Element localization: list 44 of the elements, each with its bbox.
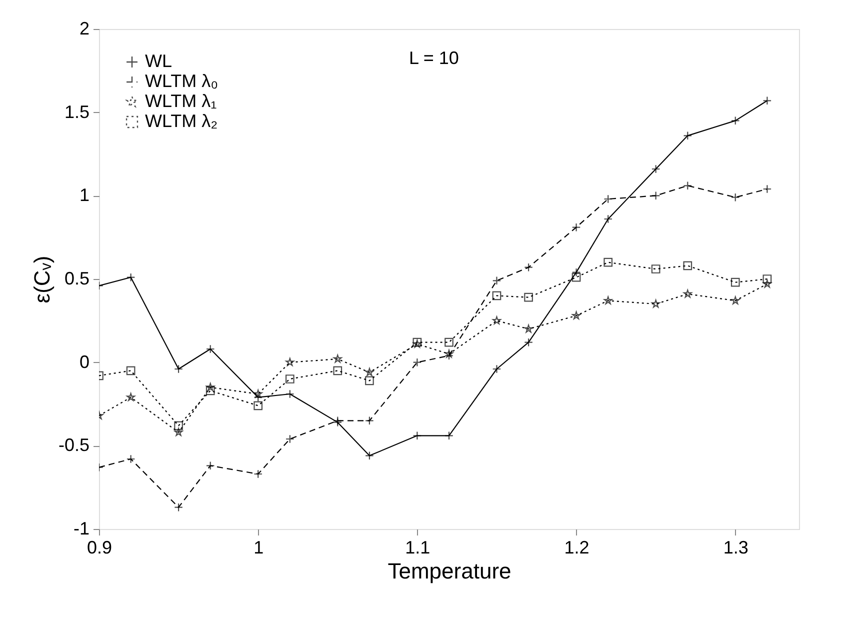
x-tick-label: 1.3 (723, 538, 748, 558)
y-axis-title: ε(Cᵥ) (29, 256, 54, 304)
point (365, 376, 374, 386)
point (731, 296, 740, 304)
legend-label: WLTM λ₁ (145, 91, 217, 111)
y-tick-label: 2 (79, 18, 90, 38)
point (126, 366, 136, 376)
point (285, 374, 294, 384)
x-tick-label: 1 (254, 538, 264, 558)
point (604, 258, 613, 267)
point (206, 382, 215, 392)
legend-label: WLTM λ₂ (145, 111, 218, 131)
x-tick-label: 0.9 (86, 538, 112, 558)
point (286, 358, 294, 366)
x-axis-title: Temperature (388, 558, 512, 584)
y-tick-label: 1.5 (64, 102, 90, 122)
point (365, 368, 374, 376)
point (126, 392, 136, 402)
y-tick-label: -1 (73, 518, 90, 538)
point (604, 296, 612, 304)
y-tick-label: 0 (79, 352, 90, 372)
point (333, 366, 342, 376)
x-tick-label: 1.1 (405, 538, 430, 558)
point (730, 278, 740, 287)
point (492, 291, 502, 300)
annotation: L = 10 (409, 48, 459, 68)
x-tick-label: 1.2 (564, 538, 590, 558)
point (444, 338, 454, 347)
point (174, 421, 183, 430)
point (206, 386, 215, 396)
point (762, 274, 772, 284)
legend-label: WL (145, 51, 172, 71)
point (524, 292, 533, 302)
point (412, 340, 422, 348)
y-tick-label: 1 (79, 185, 90, 206)
y-tick-label: -0.5 (58, 435, 90, 456)
point (412, 338, 422, 347)
y-tick-label: 0.5 (64, 268, 90, 288)
point (651, 264, 660, 274)
point (174, 428, 183, 436)
legend-label: WLTM λ₀ (145, 71, 218, 91)
point (683, 261, 692, 270)
point (254, 401, 263, 410)
point (572, 272, 581, 282)
